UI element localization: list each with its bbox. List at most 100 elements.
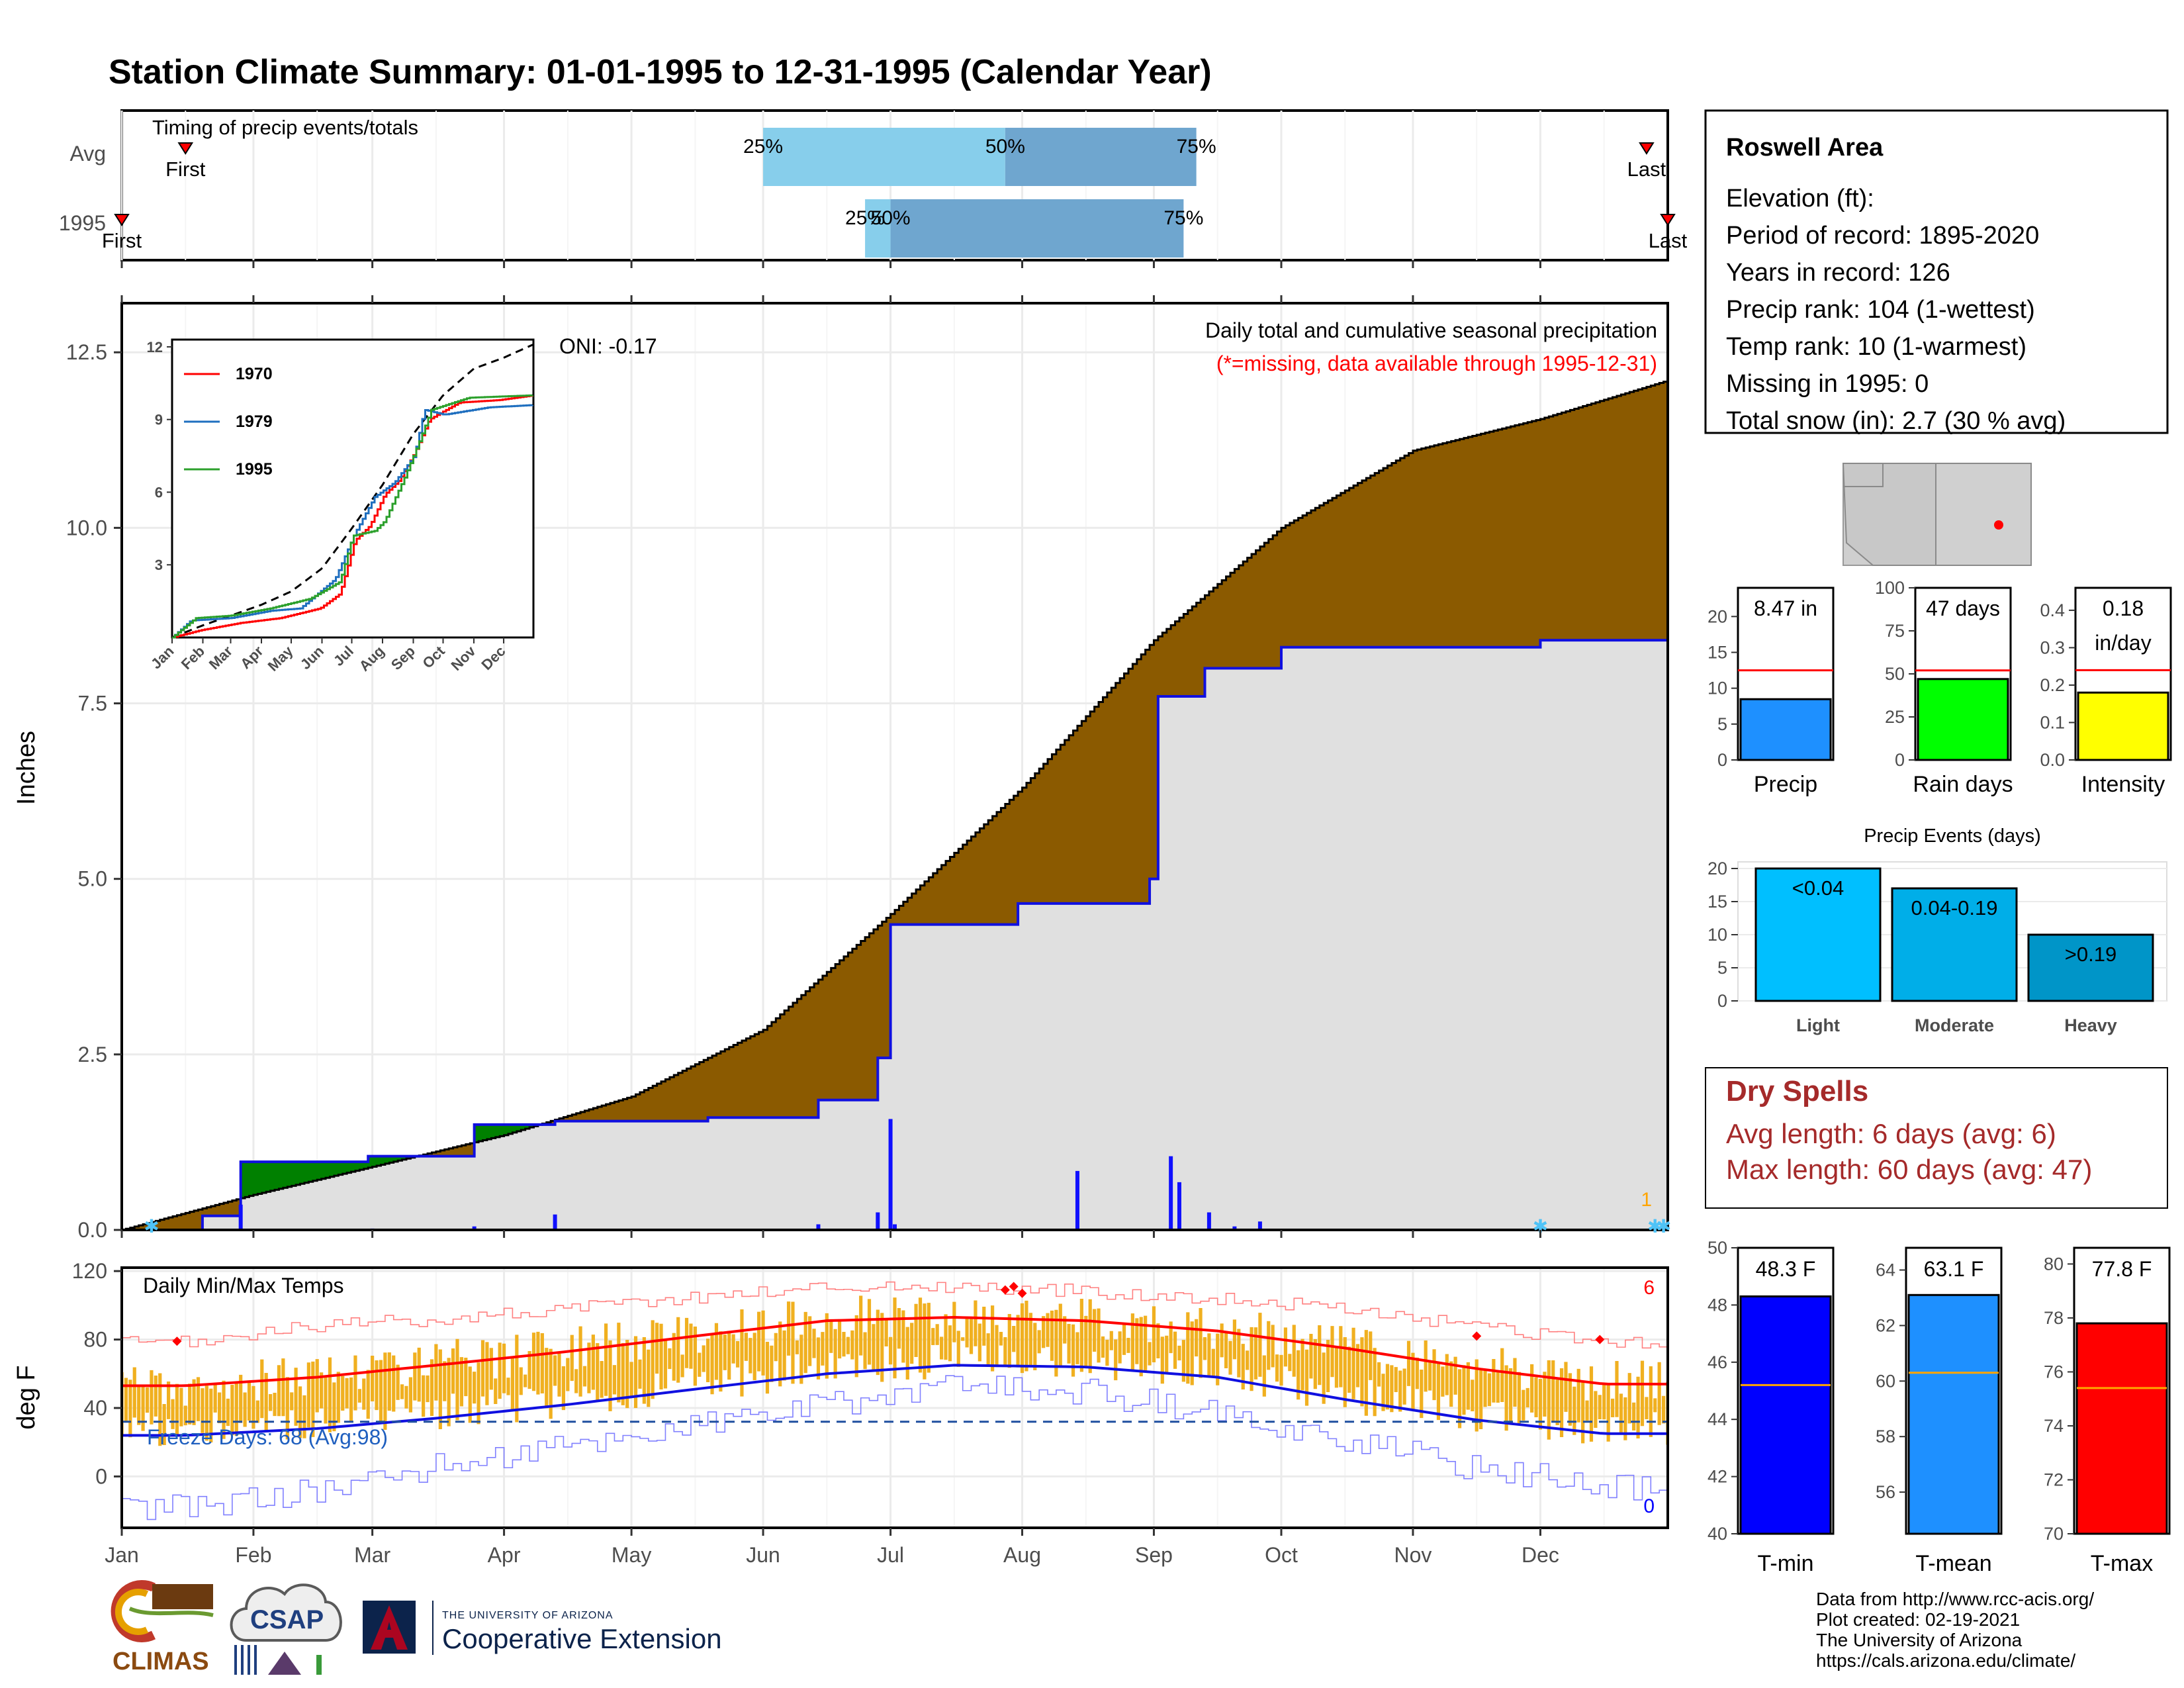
temp-stat-value-1: 63.1 F bbox=[1924, 1257, 1984, 1281]
inset-avg-line bbox=[171, 343, 534, 639]
oni-label: ONI: -0.17 bbox=[559, 334, 657, 358]
month-label-11: Dec bbox=[1522, 1543, 1559, 1567]
map-state-east bbox=[1935, 463, 2032, 566]
year-cumulative-line bbox=[122, 635, 1668, 1230]
events-title: Precip Events (days) bbox=[1864, 825, 2041, 847]
month-label-3: Apr bbox=[488, 1543, 521, 1567]
stat-value-2-0: 0.18 bbox=[2103, 596, 2144, 620]
climas-logo: CLIMAS bbox=[111, 1580, 214, 1675]
record-min-line bbox=[122, 1375, 1668, 1521]
quantile-label-75-year: 75% bbox=[1163, 207, 1203, 229]
precip-y-tick-label-5: 12.5 bbox=[66, 340, 107, 364]
info-line-0: Elevation (ft): bbox=[1726, 185, 1874, 212]
inset-y-label-2: 9 bbox=[155, 412, 163, 428]
events-tick-label-2: 10 bbox=[1707, 925, 1727, 945]
temp-stat-tick-label-1-0: 56 bbox=[1876, 1482, 1895, 1502]
temp-stat-tick-label-0-0: 40 bbox=[1707, 1524, 1727, 1544]
precip-caption: Daily total and cumulative seasonal prec… bbox=[1205, 318, 1657, 342]
info-line-3: Precip rank: 104 (1-wettest) bbox=[1726, 296, 2035, 324]
climas-mark-gold bbox=[115, 1589, 149, 1635]
dry-avg: Avg length: 6 days (avg: 6) bbox=[1726, 1118, 2056, 1149]
temp-stat-tick-label-2-2: 74 bbox=[2044, 1416, 2064, 1436]
month-label-4: May bbox=[612, 1543, 651, 1567]
record-hit-marker-2 bbox=[1009, 1282, 1019, 1291]
temp-stat-label-2: T-max bbox=[2091, 1551, 2153, 1576]
quantile-label-50-year: 50% bbox=[871, 207, 911, 229]
stat-value-2-1: in/day bbox=[2095, 631, 2151, 655]
stat-bar-0 bbox=[1739, 698, 1832, 761]
daily-bar-14 bbox=[1257, 1221, 1262, 1230]
month-label-10: Nov bbox=[1394, 1543, 1432, 1567]
climas-logo-text: CLIMAS bbox=[113, 1648, 209, 1675]
last-marker-year bbox=[1660, 214, 1676, 226]
precip-panel: 0.0 2.5 5.0 7.5 10.0 12.5 Inches ONI: -0.17 D… bbox=[13, 302, 1671, 1242]
gray-base-area bbox=[122, 635, 1668, 1230]
precip-y-tick-label-4: 10.0 bbox=[66, 516, 107, 539]
daily-temp-bars bbox=[122, 1295, 1668, 1446]
precip-y-axis: 0.0 2.5 5.0 7.5 10.0 12.5 bbox=[66, 340, 122, 1242]
quantile-label-25-year: 25% bbox=[845, 207, 885, 229]
temp-bottom-count: 0 bbox=[1643, 1495, 1655, 1517]
daily-bar-4 bbox=[816, 1224, 821, 1230]
ua-a-letter bbox=[371, 1605, 408, 1650]
climas-mark-brown bbox=[152, 1584, 213, 1609]
daily-bar-10 bbox=[1169, 1156, 1173, 1230]
month-label-0: Jan bbox=[105, 1543, 139, 1567]
last-label-year: Last bbox=[1649, 229, 1688, 252]
csap-cactus bbox=[316, 1655, 322, 1675]
inset-year-line-2 bbox=[172, 394, 533, 639]
temp-stat-tick-label-1-4: 64 bbox=[1876, 1260, 1895, 1280]
events-tick-label-0: 0 bbox=[1717, 991, 1727, 1011]
snow-marker-0: ✱ bbox=[144, 1216, 159, 1237]
daily-bar-12 bbox=[1206, 1212, 1211, 1230]
stat-tick-label-0-3: 15 bbox=[1707, 643, 1727, 663]
temp-stat-tick-label-0-1: 42 bbox=[1707, 1467, 1727, 1487]
temp-y-tick-label-1: 40 bbox=[83, 1396, 107, 1420]
map-border bbox=[1843, 463, 1884, 487]
footer-line-3: https://cals.arizona.edu/climate/ bbox=[1816, 1650, 2075, 1671]
record-hit-marker-0 bbox=[172, 1336, 182, 1346]
inset-legend-label-2: 1995 bbox=[236, 460, 273, 479]
record-hit-marker-3 bbox=[1017, 1288, 1027, 1298]
events-bar-label-2: >0.19 bbox=[2065, 943, 2116, 966]
quantile-label-50-avg: 50% bbox=[985, 136, 1025, 158]
stat-label-1: Rain days bbox=[1913, 772, 2013, 797]
footer-line-0: Data from http://www.rcc-acis.org/ bbox=[1816, 1589, 2094, 1609]
temp-stat-tick-label-0-2: 44 bbox=[1707, 1409, 1727, 1429]
timing-caption: Timing of precip events/totals bbox=[152, 116, 418, 139]
daily-bar-0 bbox=[238, 1204, 243, 1230]
footer-line-1: Plot created: 02-19-2021 bbox=[1816, 1609, 2020, 1630]
first-label-avg: First bbox=[165, 158, 206, 181]
dry-max: Max length: 60 days (avg: 47) bbox=[1726, 1154, 2092, 1185]
quantile-bar-25-50-avg bbox=[763, 128, 1005, 186]
info-line-4: Temp rank: 10 (1-warmest) bbox=[1726, 333, 2026, 361]
events-bar-2 bbox=[2027, 933, 2154, 1002]
month-label-8: Sep bbox=[1135, 1543, 1173, 1567]
temp-stat-tick-label-0-3: 46 bbox=[1707, 1352, 1727, 1372]
csap-logo: CSAP bbox=[230, 1583, 342, 1675]
stat-tick-label-0-4: 20 bbox=[1707, 606, 1727, 626]
snow-markers: ✱ ✱ ✱✱ bbox=[144, 1216, 1671, 1237]
temp-stat-label-1: T-mean bbox=[1915, 1551, 1991, 1576]
avg-cumulative-line bbox=[122, 380, 1668, 1230]
temp-stat-tick-label-2-5: 80 bbox=[2044, 1254, 2064, 1274]
precip-events-chart: Precip Events (days) 0 5 10 15 20 <0.04 Light 0.… bbox=[1707, 825, 2167, 1035]
inset-lines bbox=[171, 343, 534, 639]
events-x-label-2: Heavy bbox=[2064, 1015, 2117, 1035]
stat-tick-label-0-2: 10 bbox=[1707, 679, 1727, 698]
month-label-1: Feb bbox=[235, 1543, 271, 1567]
temp-stat-tick-label-2-1: 72 bbox=[2044, 1470, 2064, 1489]
climas-mark-green bbox=[128, 1607, 214, 1617]
last-marker-avg bbox=[1639, 142, 1655, 155]
events-tick-label-1: 5 bbox=[1717, 958, 1727, 978]
info-line-1: Period of record: 1895-2020 bbox=[1726, 222, 2039, 250]
inset-y-label-0: 3 bbox=[155, 557, 163, 573]
precip-y-tick-label-2: 5.0 bbox=[78, 867, 107, 891]
station-name: Roswell Area bbox=[1726, 134, 1884, 162]
quantile-bar-25-50-year bbox=[865, 199, 891, 258]
snow-marker-1: ✱ bbox=[1533, 1216, 1548, 1237]
stat-tick-label-1-4: 100 bbox=[1875, 578, 1905, 598]
stat-bar-1 bbox=[1917, 678, 2009, 761]
